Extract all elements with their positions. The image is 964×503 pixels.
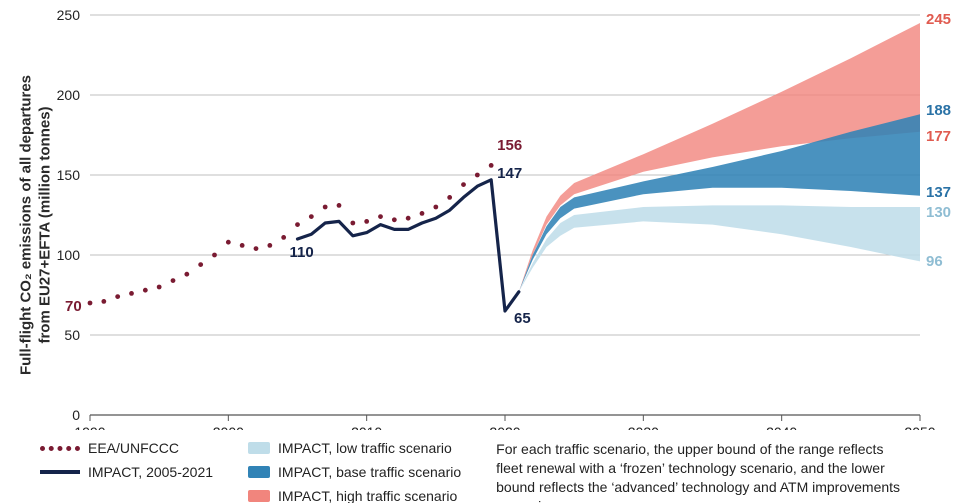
legend-swatch-line: [40, 470, 80, 474]
legend-caption: For each traffic scenario, the upper bou…: [496, 440, 906, 503]
legend-item: IMPACT, high traffic scenario: [248, 488, 461, 503]
legend-item: IMPACT, low traffic scenario: [248, 440, 461, 456]
svg-text:2030: 2030: [628, 424, 659, 430]
legend-col-1: EEA/UNFCCC IMPACT, 2005-2021: [40, 440, 213, 503]
chart-svg: 1990 2000 2010 2020 2030 2040 2050 0 50 100 150 200…: [0, 0, 964, 430]
svg-text:150: 150: [57, 167, 81, 183]
legend-item: EEA/UNFCCC: [40, 440, 213, 456]
legend-swatch-box: [248, 442, 270, 454]
legend-col-2: IMPACT, low traffic scenario IMPACT, base…: [248, 440, 461, 503]
y-axis-label: Full-flight CO₂ emissions of all departu…: [17, 75, 55, 375]
legend-label: IMPACT, base traffic scenario: [278, 464, 461, 480]
svg-text:1990: 1990: [74, 424, 105, 430]
legend-swatch-box: [248, 466, 270, 478]
legend-label: IMPACT, 2005-2021: [88, 464, 213, 480]
svg-text:50: 50: [64, 327, 80, 343]
legend: EEA/UNFCCC IMPACT, 2005-2021 IMPACT, low …: [40, 440, 940, 503]
svg-text:2040: 2040: [766, 424, 797, 430]
legend-item: IMPACT, base traffic scenario: [248, 464, 461, 480]
legend-label: IMPACT, high traffic scenario: [278, 488, 457, 503]
svg-text:100: 100: [57, 247, 81, 263]
svg-text:0: 0: [72, 407, 80, 423]
svg-text:2000: 2000: [213, 424, 244, 430]
legend-swatch-dotted: [40, 446, 80, 451]
legend-item: IMPACT, 2005-2021: [40, 464, 213, 480]
legend-swatch-box: [248, 490, 270, 502]
legend-label: IMPACT, low traffic scenario: [278, 440, 452, 456]
svg-text:2050: 2050: [904, 424, 935, 430]
svg-text:200: 200: [57, 87, 81, 103]
svg-text:2010: 2010: [351, 424, 382, 430]
emissions-chart: Full-flight CO₂ emissions of all departu…: [0, 0, 964, 503]
legend-label: EEA/UNFCCC: [88, 440, 179, 456]
svg-text:250: 250: [57, 7, 81, 23]
svg-text:2020: 2020: [489, 424, 520, 430]
